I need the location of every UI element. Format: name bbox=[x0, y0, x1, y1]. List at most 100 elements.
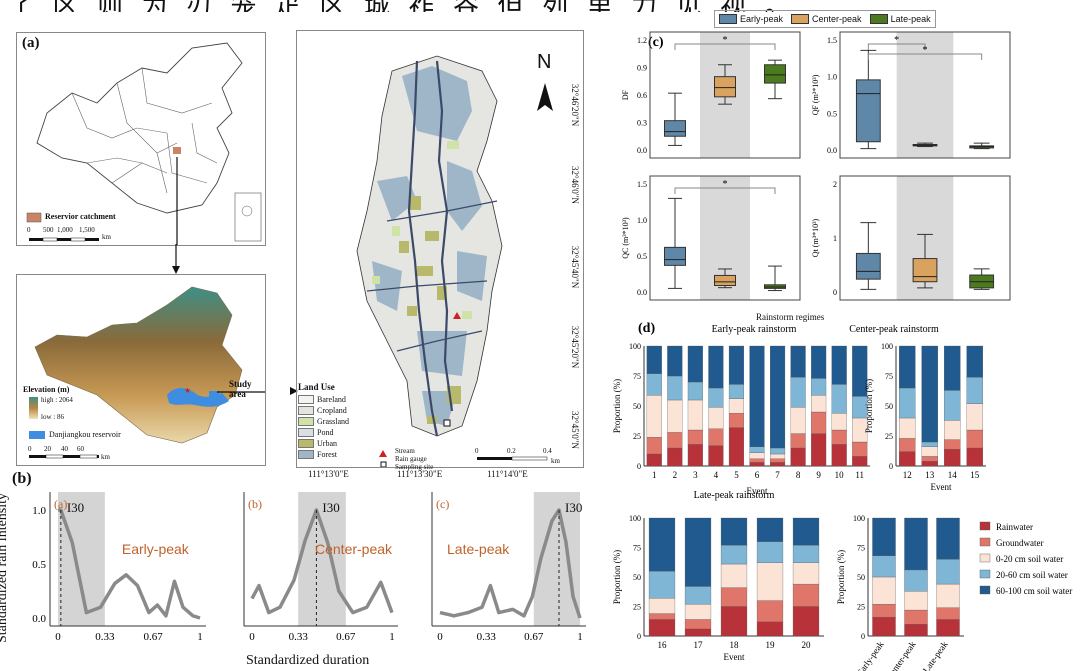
y-axis-label: DF bbox=[621, 89, 630, 100]
landuse-map-frame: N Stream Rain gauge Sampling site 0 0.2 … bbox=[296, 30, 584, 471]
bar-segment bbox=[936, 607, 960, 620]
x-tick-label: 0.33 bbox=[289, 631, 309, 643]
bar-segment bbox=[811, 345, 827, 379]
bar-segment bbox=[749, 458, 765, 463]
legend-label: Groundwater bbox=[996, 538, 1043, 548]
landuse-label: Forest bbox=[317, 450, 337, 459]
bar-segment bbox=[790, 407, 806, 434]
rain-chart-3: (c) I30 Late-peak 0 0.33 0.67 1 bbox=[431, 492, 586, 643]
legend-swatch bbox=[979, 521, 991, 531]
bar-segment bbox=[708, 407, 724, 429]
x-tick-label: 5 bbox=[734, 470, 739, 480]
bar-segment bbox=[667, 375, 683, 401]
y-axis-label: Proportion (%) bbox=[836, 550, 846, 604]
x-tick-label: 0 bbox=[437, 631, 443, 643]
x-axis-label: Event bbox=[747, 486, 768, 496]
bar-segment bbox=[749, 446, 765, 453]
significance-star: * bbox=[723, 35, 728, 46]
bar-segment bbox=[790, 345, 806, 378]
landuse-item-forest: Forest bbox=[298, 449, 368, 460]
panel-c-xlabel: Rainstorm regimes bbox=[756, 312, 825, 322]
legend-label: Rainwater bbox=[996, 522, 1033, 532]
y-axis-label: QF (m³*10³) bbox=[811, 74, 820, 115]
title-early: Early-peak rainstorm bbox=[712, 324, 797, 335]
y-tick-label: 25 bbox=[857, 603, 865, 612]
bar-segment bbox=[684, 517, 712, 587]
y-axis-label: Proportion (%) bbox=[864, 379, 874, 433]
bar-segment bbox=[792, 562, 820, 585]
x-tick-label: 1 bbox=[577, 631, 583, 643]
boxplot-3: 0.0 0.5 1.0 1.5 QC (m³*10³) * bbox=[621, 175, 801, 301]
landuse-swatch bbox=[298, 406, 314, 415]
plot-frame bbox=[839, 175, 1011, 301]
bar-segment bbox=[936, 559, 960, 585]
y-tick-label: 1.0 bbox=[827, 73, 837, 82]
rain-intensity-curve bbox=[58, 508, 201, 620]
x-tick-label: 6 bbox=[755, 470, 760, 480]
y-tick-label: 75 bbox=[885, 372, 893, 381]
bar-segment bbox=[648, 570, 676, 599]
y-axis-label: Proportion (%) bbox=[612, 379, 622, 433]
bar-segment bbox=[936, 619, 960, 637]
landuse-item-pond: Pond bbox=[298, 427, 368, 438]
lon-tick-0: 111°13'0"E bbox=[308, 469, 349, 479]
y-tick-label: 50 bbox=[633, 402, 641, 411]
lat-tick-4: 32°45'0"N bbox=[569, 411, 580, 449]
legend-swatch bbox=[979, 537, 991, 547]
bar-segment bbox=[790, 377, 806, 408]
y-tick-label: 100 bbox=[853, 514, 865, 523]
bar-segment bbox=[898, 438, 916, 452]
bar-segment bbox=[720, 517, 748, 546]
lat-tick-1: 32°46'0"N bbox=[569, 166, 580, 204]
rain-chart-1: (a) I30 Early-peak 0 0.33 0.67 1 0.0 0.5 1.0 bbox=[32, 492, 206, 643]
bar-segment bbox=[684, 603, 712, 620]
lat-tick-0: 32°46'20"N bbox=[570, 83, 581, 127]
lon-tick-1: 111°13'30"E bbox=[397, 469, 443, 479]
bar-segment bbox=[811, 433, 827, 467]
arrow-right-connector bbox=[290, 387, 298, 395]
legend-early: Early-peak bbox=[719, 14, 783, 24]
bar-segment bbox=[769, 453, 786, 459]
bar-segment bbox=[756, 541, 784, 563]
map-scale-tick-1: 0.2 bbox=[507, 447, 516, 455]
legend-label: 0-20 cm soil water bbox=[996, 554, 1063, 564]
top-caption-clipped: 了 区 则 为 刃 笼 疋 区 城 祚 谷 但 列 里 力 见 视 。 bbox=[0, 0, 1082, 12]
bar-segment bbox=[921, 441, 938, 447]
regime-name: Late-peak bbox=[447, 541, 510, 557]
bar-segment bbox=[648, 619, 676, 637]
rain-chart-2: (b) I30 Center-peak 0 0.33 0.67 1 bbox=[243, 492, 398, 643]
peak-window-shade bbox=[58, 492, 105, 626]
bar-segment bbox=[943, 420, 961, 440]
x-tick-label: 10 bbox=[835, 470, 845, 480]
bar-segment bbox=[684, 586, 712, 605]
peak-window-shade bbox=[298, 492, 346, 626]
bar-segment bbox=[708, 387, 724, 408]
bar-segment bbox=[831, 429, 847, 445]
x-tick-label: 1 bbox=[197, 631, 203, 643]
plot-frame bbox=[649, 31, 801, 159]
subplot-tag: (a) bbox=[54, 497, 67, 511]
proportion-bar-charts: (d) Early-peak rainstorm Center-peak rains… bbox=[612, 321, 1072, 671]
y-tick-label: 0.0 bbox=[32, 613, 46, 625]
x-tick-label: 0.67 bbox=[336, 631, 356, 643]
y-tick-label: 0 bbox=[637, 462, 641, 471]
title-late: Late-peak rainstorm bbox=[694, 490, 775, 501]
legend-late: Late-peak bbox=[869, 14, 931, 24]
bar-segment bbox=[708, 345, 724, 389]
bar-segment bbox=[728, 427, 745, 467]
bar-segment bbox=[667, 345, 683, 377]
bar-segment bbox=[792, 544, 820, 563]
bar-segment bbox=[872, 517, 896, 556]
legend-swatch bbox=[979, 553, 991, 563]
bar-segment bbox=[687, 399, 703, 431]
scale-tick-3: 1,500 bbox=[79, 226, 95, 234]
y-tick-label: 0 bbox=[637, 632, 641, 641]
y-tick-label: 75 bbox=[633, 544, 641, 553]
bar-segment bbox=[720, 606, 748, 637]
dem-scale-unit: km bbox=[101, 453, 110, 461]
bar-segment bbox=[872, 576, 896, 605]
bar-segment bbox=[943, 345, 961, 391]
bar-segment bbox=[728, 384, 745, 399]
y-tick-label: 50 bbox=[633, 573, 641, 582]
